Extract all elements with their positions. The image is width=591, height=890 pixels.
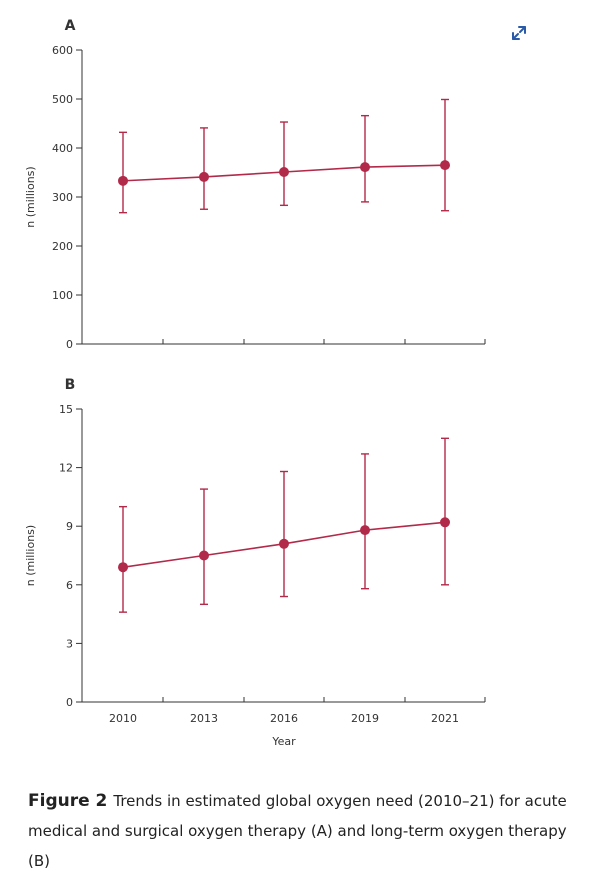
y-axis-label: n (millions) <box>24 525 37 586</box>
x-axis-label: Year <box>271 735 296 748</box>
y-tick-label: 100 <box>52 289 73 302</box>
data-point <box>360 525 370 536</box>
y-tick-label: 15 <box>59 403 73 416</box>
chart-panel-b: B 0 3 6 9 12 15 n (millions) 2010 2013 2016 2019 202… <box>24 377 486 748</box>
y-tick-label: 6 <box>66 579 73 592</box>
y-axis-label: n (millions) <box>24 166 37 227</box>
x-tick-label: 2019 <box>351 712 379 725</box>
data-point <box>440 517 450 528</box>
y-tick-label: 600 <box>52 44 73 57</box>
y-tick-label: 400 <box>52 142 73 155</box>
x-tick-label: 2016 <box>270 712 298 725</box>
data-point <box>279 167 289 178</box>
x-tick-label: 2010 <box>109 712 137 725</box>
data-point <box>360 162 370 173</box>
figure-caption: Figure 2 Trends in estimated global oxyge… <box>28 786 573 876</box>
data-point <box>279 538 289 549</box>
y-tick-label: 0 <box>66 696 73 709</box>
caption-text: Trends in estimated global oxygen need (… <box>28 792 567 870</box>
caption-label: Figure 2 <box>28 791 108 811</box>
data-point <box>440 160 450 171</box>
data-point <box>118 175 128 186</box>
data-point <box>118 562 128 573</box>
y-tick-label: 500 <box>52 93 73 106</box>
x-tick-label: 2013 <box>190 712 218 725</box>
x-tick-label: 2021 <box>431 712 459 725</box>
panel-label: A <box>65 18 76 34</box>
y-tick-label: 200 <box>52 240 73 253</box>
figure-chart: A 0 100 200 300 400 500 600 n (millions) B 0 3 6 9 12 1… <box>24 18 486 748</box>
y-tick-label: 9 <box>66 520 73 533</box>
y-tick-label: 3 <box>66 637 73 650</box>
data-point <box>199 550 209 561</box>
y-tick-label: 12 <box>59 462 73 475</box>
data-point <box>199 171 209 182</box>
chart-panel-a: A 0 100 200 300 400 500 600 n (millions) <box>24 18 486 351</box>
panel-label: B <box>65 377 76 393</box>
expand-icon[interactable] <box>506 20 532 46</box>
y-tick-label: 0 <box>66 338 73 351</box>
y-tick-label: 300 <box>52 191 73 204</box>
